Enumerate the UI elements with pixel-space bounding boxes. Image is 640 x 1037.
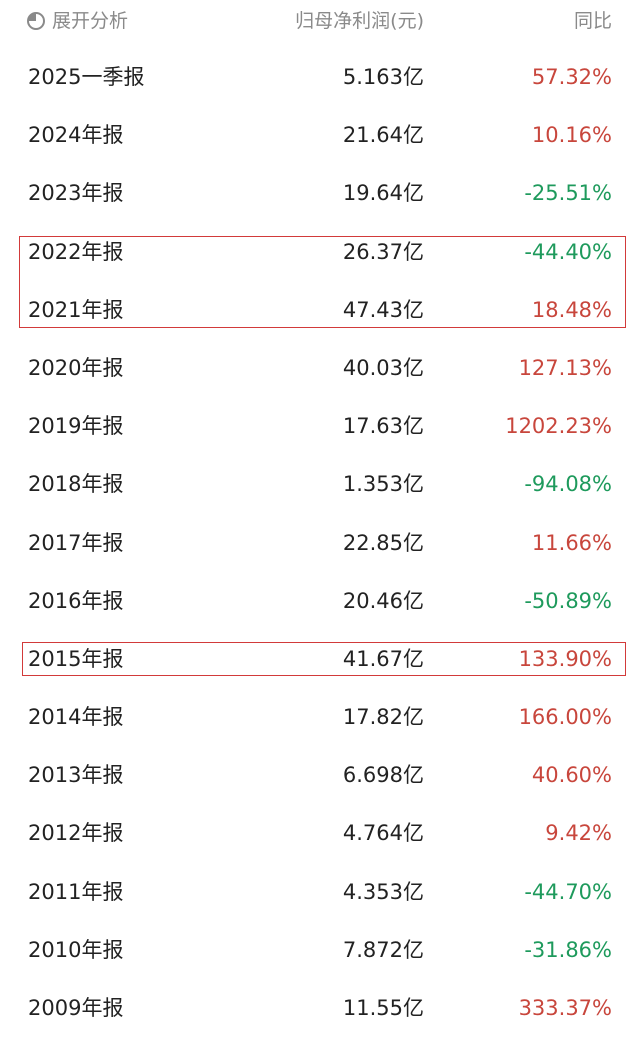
yoy-change-value: -50.89%: [524, 588, 612, 613]
net-profit-value: 20.46亿: [342, 588, 424, 613]
net-profit-value: 17.82亿: [342, 705, 424, 730]
net-profit-value: 22.85亿: [342, 530, 424, 555]
report-period: 2013年报: [28, 763, 124, 788]
yoy-change-value: -25.51%: [524, 181, 612, 206]
table-row[interactable]: 2017年报 22.85亿 11.66%: [0, 514, 640, 572]
report-period: 2019年报: [28, 414, 124, 439]
yoy-change-value: 127.13%: [518, 355, 612, 380]
table-row[interactable]: 2013年报 6.698亿 40.60%: [0, 746, 640, 804]
expand-analysis-label: 展开分析: [52, 10, 129, 32]
report-table: 2025一季报 5.163亿 57.32% 2024年报 21.64亿 10.16% 202…: [0, 48, 640, 1037]
table-row[interactable]: 2019年报 17.63亿 1202.23%: [0, 397, 640, 455]
table-row[interactable]: 2020年报 40.03亿 127.13%: [0, 339, 640, 397]
yoy-change-value: 133.90%: [518, 646, 612, 671]
net-profit-value: 17.63亿: [342, 414, 424, 439]
column-header-yoy[interactable]: 同比: [573, 10, 612, 32]
net-profit-value: 1.353亿: [342, 472, 424, 497]
yoy-change-value: -31.86%: [524, 937, 612, 962]
table-row[interactable]: 2022年报 26.37亿 -44.40%: [0, 223, 640, 281]
expand-analysis-button[interactable]: 展开分析: [26, 9, 128, 33]
report-period: 2022年报: [28, 239, 124, 264]
yoy-change-value: 11.66%: [531, 530, 612, 555]
net-profit-value: 41.67亿: [342, 646, 424, 671]
report-period: 2014年报: [28, 705, 124, 730]
net-profit-value: 11.55亿: [342, 996, 424, 1020]
table-row[interactable]: 2011年报 4.353亿 -44.70%: [0, 863, 640, 921]
table-row[interactable]: 2025一季报 5.163亿 57.32%: [0, 48, 640, 106]
yoy-change-value: 9.42%: [545, 821, 612, 846]
net-profit-value: 26.37亿: [342, 239, 424, 264]
report-period: 2017年报: [28, 530, 124, 555]
net-profit-value: 40.03亿: [342, 355, 424, 380]
report-period: 2018年报: [28, 472, 124, 497]
yoy-change-value: 10.16%: [531, 123, 612, 148]
net-profit-value: 21.64亿: [342, 123, 424, 148]
table-row[interactable]: 2021年报 47.43亿 18.48%: [0, 281, 640, 339]
net-profit-value: 5.163亿: [342, 65, 424, 89]
yoy-change-value: 18.48%: [531, 297, 612, 322]
net-profit-value: 4.353亿: [342, 879, 424, 904]
report-period: 2016年报: [28, 588, 124, 613]
table-row[interactable]: 2010年报 7.872亿 -31.86%: [0, 921, 640, 979]
report-period: 2024年报: [28, 123, 124, 148]
yoy-change-value: -44.70%: [524, 879, 612, 904]
yoy-change-value: -94.08%: [524, 472, 612, 497]
yoy-change-value: 166.00%: [518, 705, 612, 730]
report-period: 2020年报: [28, 355, 124, 380]
net-profit-value: 4.764亿: [342, 821, 424, 846]
yoy-change-value: 40.60%: [531, 763, 612, 788]
table-header: 展开分析 归母净利润(元) 同比: [0, 0, 640, 44]
yoy-change-value: -44.40%: [524, 239, 612, 264]
report-period: 2021年报: [28, 297, 124, 322]
table-row[interactable]: 2024年报 21.64亿 10.16%: [0, 106, 640, 164]
table-row[interactable]: 2018年报 1.353亿 -94.08%: [0, 455, 640, 513]
report-period: 2025一季报: [28, 65, 145, 89]
report-period: 2009年报: [28, 996, 124, 1020]
report-period: 2015年报: [28, 646, 124, 671]
report-period: 2012年报: [28, 821, 124, 846]
net-profit-value: 7.872亿: [342, 937, 424, 962]
yoy-change-value: 1202.23%: [505, 414, 612, 439]
table-row[interactable]: 2009年报 11.55亿 333.37%: [0, 979, 640, 1037]
net-profit-value: 19.64亿: [342, 181, 424, 206]
pie-chart-icon: [26, 11, 46, 31]
net-profit-value: 47.43亿: [342, 297, 424, 322]
report-period: 2023年报: [28, 181, 124, 206]
report-period: 2011年报: [28, 879, 124, 904]
yoy-change-value: 333.37%: [518, 996, 612, 1020]
yoy-change-value: 57.32%: [531, 65, 612, 89]
table-row[interactable]: 2014年报 17.82亿 166.00%: [0, 688, 640, 746]
table-row[interactable]: 2023年报 19.64亿 -25.51%: [0, 164, 640, 222]
net-profit-value: 6.698亿: [342, 763, 424, 788]
table-row[interactable]: 2016年报 20.46亿 -50.89%: [0, 572, 640, 630]
column-header-net-profit[interactable]: 归母净利润(元): [295, 10, 424, 32]
report-period: 2010年报: [28, 937, 124, 962]
table-row[interactable]: 2015年报 41.67亿 133.90%: [0, 630, 640, 688]
table-row[interactable]: 2012年报 4.764亿 9.42%: [0, 804, 640, 862]
